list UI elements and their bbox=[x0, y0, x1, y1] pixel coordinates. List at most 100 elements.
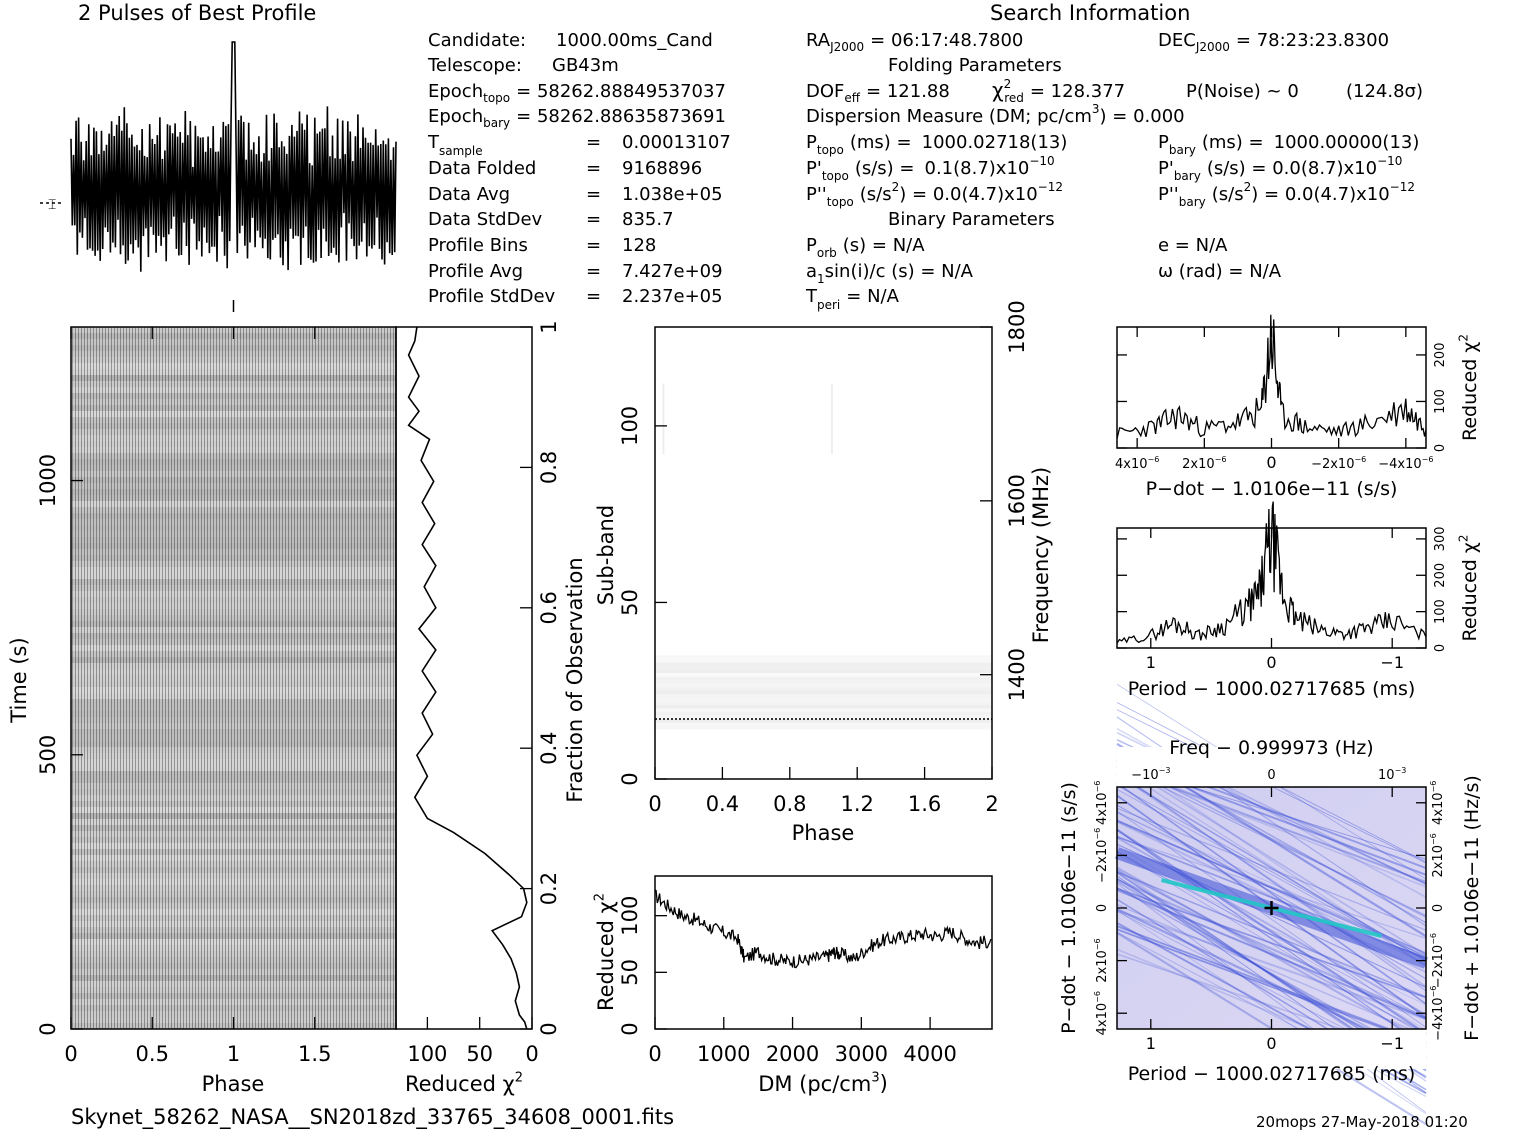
time-phase-row bbox=[71, 579, 396, 585]
time-phase-row bbox=[71, 861, 396, 867]
time-phase-row bbox=[71, 459, 396, 465]
tsample-eq: = bbox=[586, 132, 601, 153]
time-phase-row bbox=[71, 945, 396, 951]
pdot-chi2-xtick-label: 2x10−6 bbox=[1182, 455, 1226, 472]
time-phase-row bbox=[71, 555, 396, 561]
pbary-sub: bary bbox=[1169, 143, 1196, 157]
time-phase-row bbox=[71, 531, 396, 537]
time-phase-row bbox=[71, 501, 396, 507]
ppdot-streak bbox=[1116, 869, 1427, 1035]
ppdot-panel: 1 −10−3 0 0 −1 10−3 4x10−6 −4x10−6 2x10−6 −2x10−6… bbox=[1058, 684, 1483, 1126]
time-phase-row bbox=[71, 981, 396, 987]
profile-stddev-label: Profile StdDev bbox=[428, 286, 556, 307]
time-phase-row bbox=[71, 369, 396, 375]
ppdot-streak bbox=[1116, 782, 1427, 1005]
tsample-row: Tsample bbox=[427, 132, 483, 158]
time-phase-row bbox=[71, 651, 396, 657]
search-title: Search Information bbox=[990, 1, 1190, 25]
epoch-bary-sub: bary bbox=[483, 116, 510, 130]
subband-row bbox=[655, 704, 992, 709]
subband-row bbox=[655, 708, 992, 712]
time-phase-row bbox=[71, 939, 396, 945]
subband-row bbox=[655, 659, 992, 663]
time-phase-row bbox=[71, 765, 396, 771]
pddbary-unit-sup: 2 bbox=[1244, 180, 1252, 194]
subband-row bbox=[655, 669, 992, 674]
omega-value: ω (rad) = N/A bbox=[1158, 261, 1282, 282]
ppdot-streak bbox=[1116, 909, 1427, 1021]
ppdot-streak bbox=[1116, 760, 1427, 956]
subband-row bbox=[655, 694, 992, 698]
subband-freq-tick-label: 1600 bbox=[1005, 474, 1029, 527]
ppdot-top-tick-label: 0 bbox=[1267, 768, 1275, 783]
ppdot-streak bbox=[1116, 788, 1427, 961]
time-phase-row bbox=[71, 801, 396, 807]
time-phase-row bbox=[71, 489, 396, 495]
subband-xtick-label: 2 bbox=[985, 792, 998, 816]
ppdot-xtick-label: 0 bbox=[1266, 1034, 1276, 1053]
time-chi2-xtick-label: 50 bbox=[466, 1042, 493, 1066]
porb-value: (s) = N/A bbox=[843, 235, 925, 256]
period-chi2-xtick-label: −1 bbox=[1380, 653, 1404, 672]
time-phase-row bbox=[71, 711, 396, 717]
data-avg-label: Data Avg bbox=[428, 184, 510, 205]
pdot-chi2-ytick-label: 0 bbox=[1433, 444, 1448, 452]
subband-ytick-label: 0 bbox=[618, 772, 642, 785]
pdtopo-sub: topo bbox=[822, 169, 849, 183]
time-phase-image bbox=[71, 327, 396, 1029]
subband-row bbox=[655, 690, 992, 695]
subband-image bbox=[655, 383, 992, 723]
time-phase-row bbox=[71, 951, 396, 957]
time-phase-row bbox=[71, 387, 396, 393]
pddtopo-unit-sup: 2 bbox=[892, 180, 900, 194]
pbary-unit: (ms) = bbox=[1202, 132, 1264, 153]
pdot-chi2-xtick-label: 0 bbox=[1266, 453, 1276, 472]
search-info: RAJ2000 = 06:17:48.7800 DECJ2000 = 78:23:2… bbox=[805, 30, 1423, 312]
folding-params-title: Folding Parameters bbox=[888, 55, 1062, 76]
time-phase-axes: 0 0.5 1 1.5 0 500 1000 Phase Time (s) bbox=[7, 300, 331, 1096]
ppdot-streak bbox=[1116, 835, 1427, 960]
chi2red-value: = 128.377 bbox=[1030, 81, 1125, 102]
time-phase-row bbox=[71, 963, 396, 969]
ppdot-streak bbox=[1116, 820, 1427, 955]
time-phase-row bbox=[71, 813, 396, 819]
pdbary-sub: bary bbox=[1174, 169, 1201, 183]
subband-row bbox=[655, 662, 992, 666]
ppdot-left-tick-label: −2x10−6 bbox=[1093, 828, 1110, 883]
profile-avg-label: Profile Avg bbox=[428, 261, 523, 282]
ptopo-label: P bbox=[806, 132, 817, 153]
data-avg-value: 1.038e+05 bbox=[622, 184, 723, 205]
telescope-label: Telescope: bbox=[427, 55, 522, 76]
time-chi2-panel: 100 50 0 0 0.2 0.4 0.6 0.8 1 Reduced χ2 Fraction o… bbox=[395, 320, 587, 1096]
time-phase-row bbox=[71, 399, 396, 405]
dm-frame bbox=[654, 875, 993, 1030]
time-chi2-ytick-label: 0.8 bbox=[537, 451, 561, 484]
time-phase-row bbox=[71, 519, 396, 525]
time-chi2-ylabel: Fraction of Observation bbox=[563, 557, 587, 802]
time-phase-row bbox=[71, 927, 396, 933]
profile-title: 2 Pulses of Best Profile bbox=[78, 1, 316, 25]
time-phase-row bbox=[71, 831, 396, 837]
pdot-chi2-line bbox=[1116, 314, 1427, 439]
subband-freq-label: Frequency (MHz) bbox=[1029, 467, 1053, 643]
ppdot-xlabel: Period − 1000.02717685 (ms) bbox=[1128, 1063, 1416, 1085]
time-phase-row bbox=[71, 747, 396, 753]
time-phase-row bbox=[71, 873, 396, 879]
ppdot-streak bbox=[1116, 888, 1427, 1020]
time-phase-panel: 0 0.5 1 1.5 0 500 1000 Phase Time (s) bbox=[7, 300, 397, 1096]
time-chi2-xtick-label: 100 bbox=[407, 1042, 447, 1066]
pddbary-sub: bary bbox=[1179, 195, 1206, 209]
time-phase-row bbox=[71, 777, 396, 783]
time-phase-xtick-label: 1 bbox=[227, 1042, 240, 1066]
period-panel: 1 0 −1 0 100 200 300 Period − 1000.02717685 (ms… bbox=[1116, 501, 1481, 700]
dof-row: DOFeff = 121.88 bbox=[806, 81, 950, 105]
pddbary-value: ) = 0.0(4.7)x10 bbox=[1251, 184, 1389, 205]
ppdot-right-tick-label: 4x10−6 bbox=[1429, 781, 1446, 825]
time-phase-row bbox=[71, 441, 396, 447]
dm-xtick-label: 2000 bbox=[766, 1042, 819, 1066]
pdot-panel: 4x10−6 2x10−6 0 −2x10−6 −4x10−60100200P−dot … bbox=[1115, 314, 1481, 500]
time-phase-row bbox=[71, 879, 396, 885]
time-chi2-xtick-label: 0 bbox=[525, 1042, 538, 1066]
ppdot-left-tick-label: 4x10−6 bbox=[1093, 781, 1110, 825]
time-phase-row bbox=[71, 351, 396, 357]
